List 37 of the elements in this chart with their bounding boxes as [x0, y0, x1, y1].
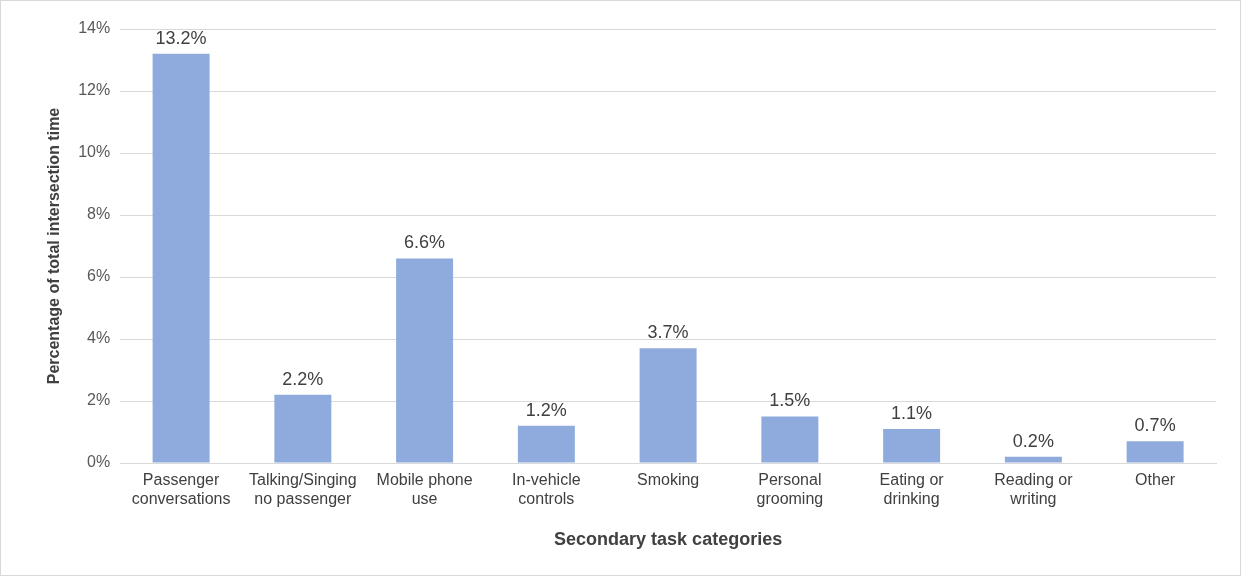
x-tick-label: In-vehicle controls — [512, 471, 581, 508]
data-label: 6.6% — [404, 232, 446, 253]
x-axis-title: Secondary task categories — [554, 529, 783, 550]
y-tick-label: 4% — [87, 329, 111, 347]
y-tick-label: 6% — [87, 267, 111, 285]
data-label: 0.7% — [1134, 415, 1176, 436]
x-tick-label: Passenger conversations — [131, 471, 231, 508]
bar — [761, 416, 819, 463]
x-tick-label: Smoking — [636, 471, 700, 489]
x-tick-label: Personal grooming — [756, 471, 824, 508]
bar — [883, 428, 941, 463]
x-tick-label: Other — [1135, 471, 1176, 489]
bar — [639, 348, 697, 463]
bar — [152, 53, 210, 463]
bar — [396, 258, 454, 463]
bar — [274, 394, 332, 463]
y-tick-label: 2% — [87, 391, 111, 409]
data-label: 0.2% — [1012, 430, 1054, 451]
y-tick-label: 10% — [78, 143, 111, 161]
data-label: 2.2% — [282, 368, 324, 389]
data-label: 1.5% — [769, 390, 811, 411]
bar — [1004, 456, 1062, 463]
data-label: 1.1% — [891, 402, 933, 423]
data-label: 1.2% — [525, 399, 567, 420]
x-tick-label: Talking/Singing no passenger — [249, 471, 357, 508]
bar — [1126, 441, 1184, 463]
y-tick-label: 0% — [87, 453, 111, 471]
y-tick-label: 12% — [78, 81, 111, 99]
data-label: 3.7% — [647, 322, 689, 343]
bar — [517, 425, 575, 463]
y-tick-label: 8% — [87, 205, 111, 223]
x-tick-label: Eating or drinking — [879, 471, 945, 508]
y-axis-title: Percentage of total intersection time — [45, 107, 63, 385]
x-tick-label: Mobile phone use — [376, 471, 473, 508]
x-tick-label: Reading or writing — [994, 471, 1074, 508]
y-tick-label: 14% — [78, 19, 111, 37]
data-label: 13.2% — [155, 27, 207, 48]
